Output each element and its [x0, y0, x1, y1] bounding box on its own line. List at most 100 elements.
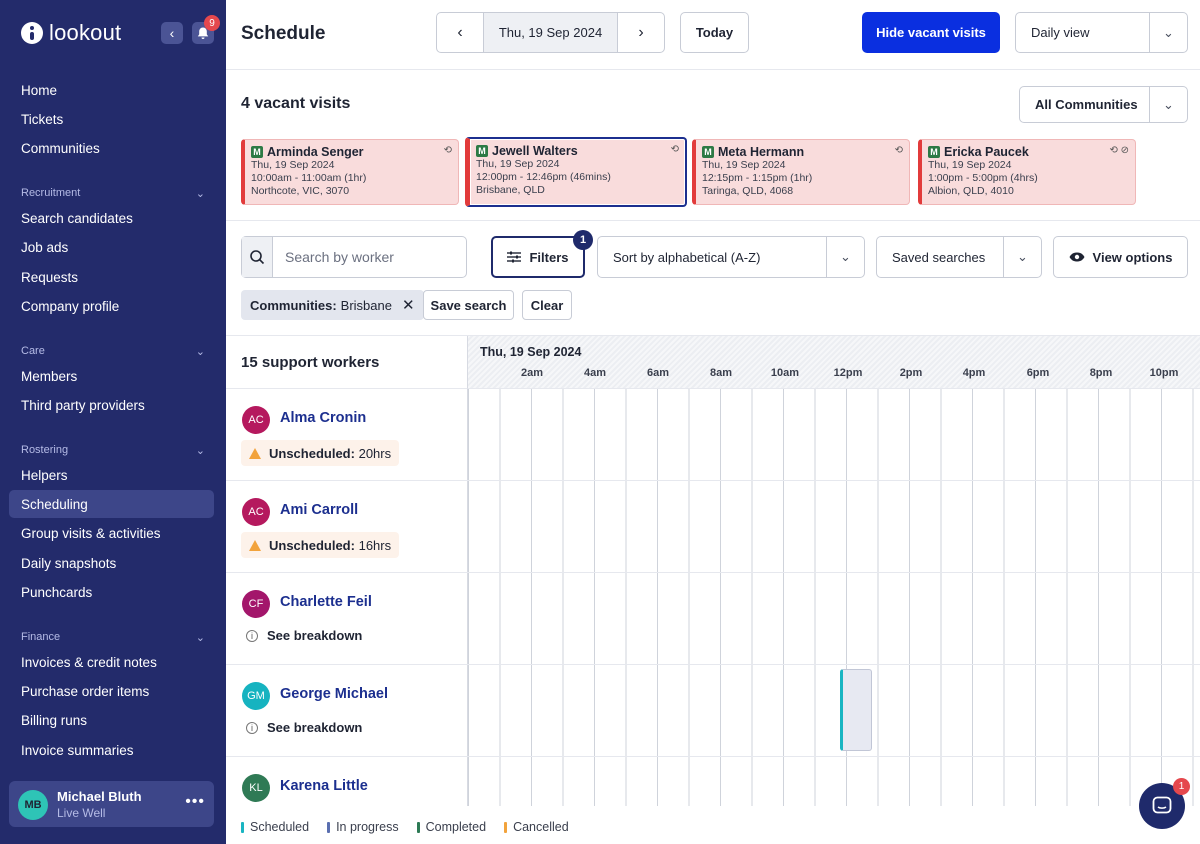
worker-row: AC Ami Carroll Unscheduled: 16hrs	[226, 481, 1200, 573]
vacant-visit-card[interactable]: M Arminda Senger Thu, 19 Sep 2024 10:00am…	[241, 139, 459, 205]
collapse-sidebar-button[interactable]: ‹	[161, 22, 183, 44]
chevron-down-icon: ⌄	[195, 632, 205, 644]
search-icon	[242, 237, 273, 277]
nav-helpers[interactable]: Helpers	[21, 468, 68, 483]
vacant-visit-card[interactable]: M Ericka Paucek Thu, 19 Sep 2024 1:00pm -…	[918, 139, 1136, 205]
sort-select[interactable]: Sort by alphabetical (A-Z) ⌄	[597, 236, 865, 278]
worker-name-link[interactable]: Karena Little	[280, 778, 368, 794]
saved-searches-select[interactable]: Saved searches ⌄	[876, 236, 1042, 278]
today-button[interactable]: Today	[680, 12, 749, 53]
community-select[interactable]: All Communities ⌄	[1019, 86, 1188, 123]
nav-communities[interactable]: Communities	[21, 141, 100, 156]
nav-search-candidates[interactable]: Search candidates	[21, 211, 133, 226]
see-breakdown-link[interactable]: i See breakdown	[246, 720, 362, 735]
section-divider	[226, 220, 1200, 221]
visit-member-name: Jewell Walters	[492, 144, 578, 158]
legend-item: In progress	[327, 820, 399, 834]
worker-name-link[interactable]: Ami Carroll	[280, 502, 359, 518]
worker-timeline[interactable]	[468, 665, 1200, 756]
member-badge: M	[251, 146, 263, 158]
worker-name-link[interactable]: Alma Cronin	[280, 410, 367, 426]
nav-section-title: Rostering	[21, 444, 69, 456]
legend-label: In progress	[336, 820, 399, 834]
view-options-button[interactable]: View options	[1053, 236, 1188, 278]
next-day-button[interactable]: ›	[618, 13, 664, 52]
nav-company-profile[interactable]: Company profile	[21, 299, 120, 314]
nav-tickets[interactable]: Tickets	[21, 112, 64, 127]
legend-item: Cancelled	[504, 820, 569, 834]
legend-swatch	[327, 821, 331, 833]
previous-day-button[interactable]: ‹	[437, 13, 483, 52]
nav-job-ads[interactable]: Job ads	[21, 240, 69, 255]
nav-invoices[interactable]: Invoices & credit notes	[21, 655, 157, 670]
unscheduled-label: Unscheduled:	[269, 537, 355, 553]
nav-punchcards[interactable]: Punchcards	[21, 585, 93, 600]
repeat-icon: ⟲	[670, 144, 679, 155]
nav-requests[interactable]: Requests	[21, 270, 79, 285]
visit-location: Taringa, QLD, 4068	[702, 185, 794, 197]
warning-icon	[249, 447, 261, 459]
user-menu[interactable]: MB Michael Bluth Live Well •••	[9, 781, 214, 827]
timeline-date: Thu, 19 Sep 2024	[480, 345, 582, 359]
nav-section-finance[interactable]: Finance ⌄	[21, 631, 205, 644]
visit-time: 12:00pm - 12:46pm (46mins)	[476, 171, 611, 183]
unscheduled-badge: Unscheduled: 20hrs	[241, 440, 400, 466]
clear-filters-button[interactable]: Clear	[522, 290, 572, 320]
legend-label: Completed	[425, 820, 487, 834]
member-badge: M	[928, 146, 940, 158]
hour-label: 8pm	[1089, 367, 1113, 379]
legend-item: Completed	[416, 820, 487, 834]
breakdown-label: See breakdown	[267, 628, 363, 643]
brand-logo[interactable]: lookout	[21, 20, 121, 46]
chevron-down-icon: ⌄	[1149, 87, 1187, 122]
visit-time: 12:15pm - 1:15pm (1hr)	[702, 172, 813, 184]
save-search-button[interactable]: Save search	[423, 290, 514, 320]
worker-timeline[interactable]	[468, 757, 1200, 806]
worker-timeline[interactable]	[468, 573, 1200, 664]
visit-time: 1:00pm - 5:00pm (4hrs)	[928, 172, 1038, 184]
logo-icon	[21, 22, 43, 44]
chevron-left-icon: ‹	[169, 25, 175, 41]
eye-icon	[1069, 252, 1085, 262]
nav-purchase-order-items[interactable]: Purchase order items	[21, 684, 150, 699]
hide-vacant-visits-button[interactable]: Hide vacant visits	[862, 12, 1000, 53]
filters-button[interactable]: Filters 1	[491, 230, 593, 278]
support-chat-button[interactable]: 1	[1139, 778, 1190, 829]
chevron-left-icon: ‹	[457, 23, 463, 41]
close-icon[interactable]: ✕	[401, 297, 415, 314]
nav-group-visits[interactable]: Group visits & activities	[21, 526, 161, 541]
visit-date: Thu, 19 Sep 2024	[251, 159, 335, 171]
worker-name-link[interactable]: Charlette Feil	[280, 594, 372, 610]
vacant-visit-card[interactable]: M Jewell Walters Thu, 19 Sep 2024 12:00pm…	[465, 137, 687, 207]
nav-scheduling[interactable]: Scheduling	[21, 497, 88, 512]
more-options-icon[interactable]: •••	[185, 793, 205, 810]
view-options-label: View options	[1092, 249, 1173, 265]
notifications-button[interactable]: 9	[192, 15, 220, 44]
search-input[interactable]	[273, 237, 466, 277]
user-name: Michael Bluth	[57, 789, 142, 804]
worker-name-link[interactable]: George Michael	[280, 686, 388, 702]
filters-label: Filters	[529, 249, 569, 265]
scheduled-shift-block[interactable]	[840, 669, 872, 751]
worker-timeline[interactable]	[468, 389, 1200, 480]
nav-members[interactable]: Members	[21, 369, 78, 384]
nav-billing-runs[interactable]: Billing runs	[21, 713, 88, 728]
worker-row: CF Charlette Feil i See breakdown	[226, 573, 1200, 665]
avatar: GM	[242, 682, 270, 710]
vacant-visit-card[interactable]: M Meta Hermann Thu, 19 Sep 2024 12:15pm -…	[692, 139, 910, 205]
see-breakdown-link[interactable]: i See breakdown	[246, 628, 362, 643]
workers-header: 15 support workers	[226, 336, 468, 389]
legend-swatch	[241, 821, 244, 833]
nav-section-rostering[interactable]: Rostering ⌄	[21, 444, 205, 457]
nav-section-care[interactable]: Care ⌄	[21, 345, 205, 358]
nav-home[interactable]: Home	[21, 83, 58, 98]
visit-time: 10:00am - 11:00am (1hr)	[251, 172, 367, 184]
worker-timeline[interactable]	[468, 481, 1200, 572]
nav-third-party-providers[interactable]: Third party providers	[21, 398, 145, 413]
worker-search	[241, 236, 467, 278]
nav-invoice-summaries[interactable]: Invoice summaries	[21, 743, 134, 758]
current-date-button[interactable]: Thu, 19 Sep 2024	[483, 13, 618, 52]
view-mode-select[interactable]: Daily view ⌄	[1015, 12, 1188, 53]
nav-section-recruitment[interactable]: Recruitment ⌄	[21, 187, 205, 200]
nav-daily-snapshots[interactable]: Daily snapshots	[21, 556, 117, 571]
